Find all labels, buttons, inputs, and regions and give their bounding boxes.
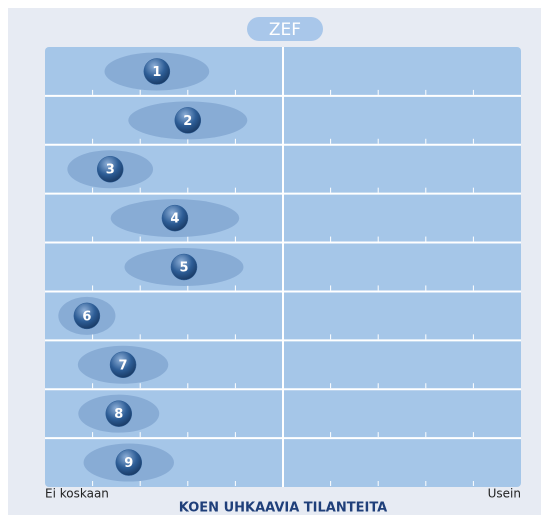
logo: ZEF (269, 20, 301, 40)
marker-label: 1 (152, 65, 161, 80)
marker-label: 5 (179, 261, 188, 276)
marker-label: 4 (170, 212, 179, 227)
marker (170, 253, 198, 281)
marker (143, 58, 171, 85)
marker-label: 9 (124, 456, 133, 471)
marker (73, 302, 101, 330)
marker-label: 8 (114, 407, 123, 422)
marker (96, 155, 124, 183)
marker (115, 449, 143, 476)
marker (161, 204, 189, 232)
marker-label: 6 (82, 309, 91, 324)
marker-label: 2 (183, 114, 192, 129)
marker-label: 3 (106, 163, 115, 178)
logo-pill (247, 17, 323, 41)
right-label: Usein (488, 487, 521, 501)
chart-title: KOEN UHKAAVIA TILANTEITA (179, 501, 388, 515)
marker-label: 7 (119, 358, 128, 373)
marker (105, 400, 133, 427)
marker (174, 107, 202, 134)
left-label: Ei koskaan (45, 487, 109, 501)
marker (109, 351, 137, 379)
